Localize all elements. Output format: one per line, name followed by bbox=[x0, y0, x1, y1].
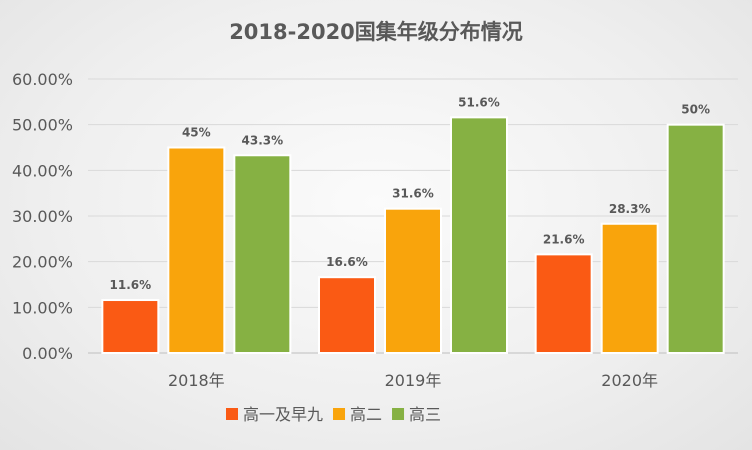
y-tick-label: 10.00% bbox=[12, 298, 73, 317]
bar bbox=[384, 207, 442, 354]
legend-swatch bbox=[392, 408, 405, 420]
bar bbox=[233, 154, 292, 354]
legend-label: 高二 bbox=[350, 405, 382, 424]
bar bbox=[318, 276, 376, 354]
y-tick-label: 0.00% bbox=[22, 344, 73, 363]
legend: 高一及早九 高二 高三 bbox=[226, 405, 441, 424]
x-tick-label: 2018年 bbox=[168, 371, 225, 390]
data-label: 43.3% bbox=[242, 133, 284, 147]
data-label: 28.3% bbox=[609, 202, 651, 216]
x-tick-label: 2019年 bbox=[385, 371, 442, 390]
legend-label: 高三 bbox=[409, 405, 441, 424]
data-label: 16.6% bbox=[326, 255, 368, 269]
data-label: 50% bbox=[681, 103, 710, 117]
bar bbox=[600, 222, 659, 354]
bar bbox=[666, 123, 725, 354]
data-labels: 11.6% 45% 43.3% 16.6% 31.6% 51.6% 21.6% 28.3% 50… bbox=[110, 95, 711, 292]
data-label: 51.6% bbox=[458, 95, 500, 109]
y-tick-label: 50.00% bbox=[12, 116, 73, 135]
x-tick-label: 2020年 bbox=[601, 371, 658, 390]
y-tick-label: 40.00% bbox=[12, 161, 73, 180]
bars bbox=[101, 116, 725, 355]
y-tick-label: 60.00% bbox=[12, 70, 73, 89]
x-axis-ticks: 2018年 2019年 2020年 bbox=[168, 371, 658, 390]
chart-title: 2018-2020国集年级分布情况 bbox=[229, 20, 523, 44]
legend-label: 高一及早九 bbox=[243, 405, 323, 424]
bar bbox=[101, 299, 160, 355]
data-label: 45% bbox=[182, 126, 211, 140]
bar bbox=[167, 146, 226, 354]
bar bbox=[534, 253, 593, 354]
data-label: 31.6% bbox=[392, 187, 434, 201]
legend-swatch bbox=[226, 408, 238, 420]
y-tick-label: 20.00% bbox=[12, 253, 73, 272]
bar bbox=[450, 116, 508, 354]
legend-swatch bbox=[333, 408, 346, 420]
y-axis-ticks: 0.00% 10.00% 20.00% 30.00% 40.00% 50.00% 60.00… bbox=[12, 70, 73, 363]
data-label: 11.6% bbox=[110, 278, 152, 292]
data-label: 21.6% bbox=[543, 232, 585, 246]
y-tick-label: 30.00% bbox=[12, 207, 73, 226]
